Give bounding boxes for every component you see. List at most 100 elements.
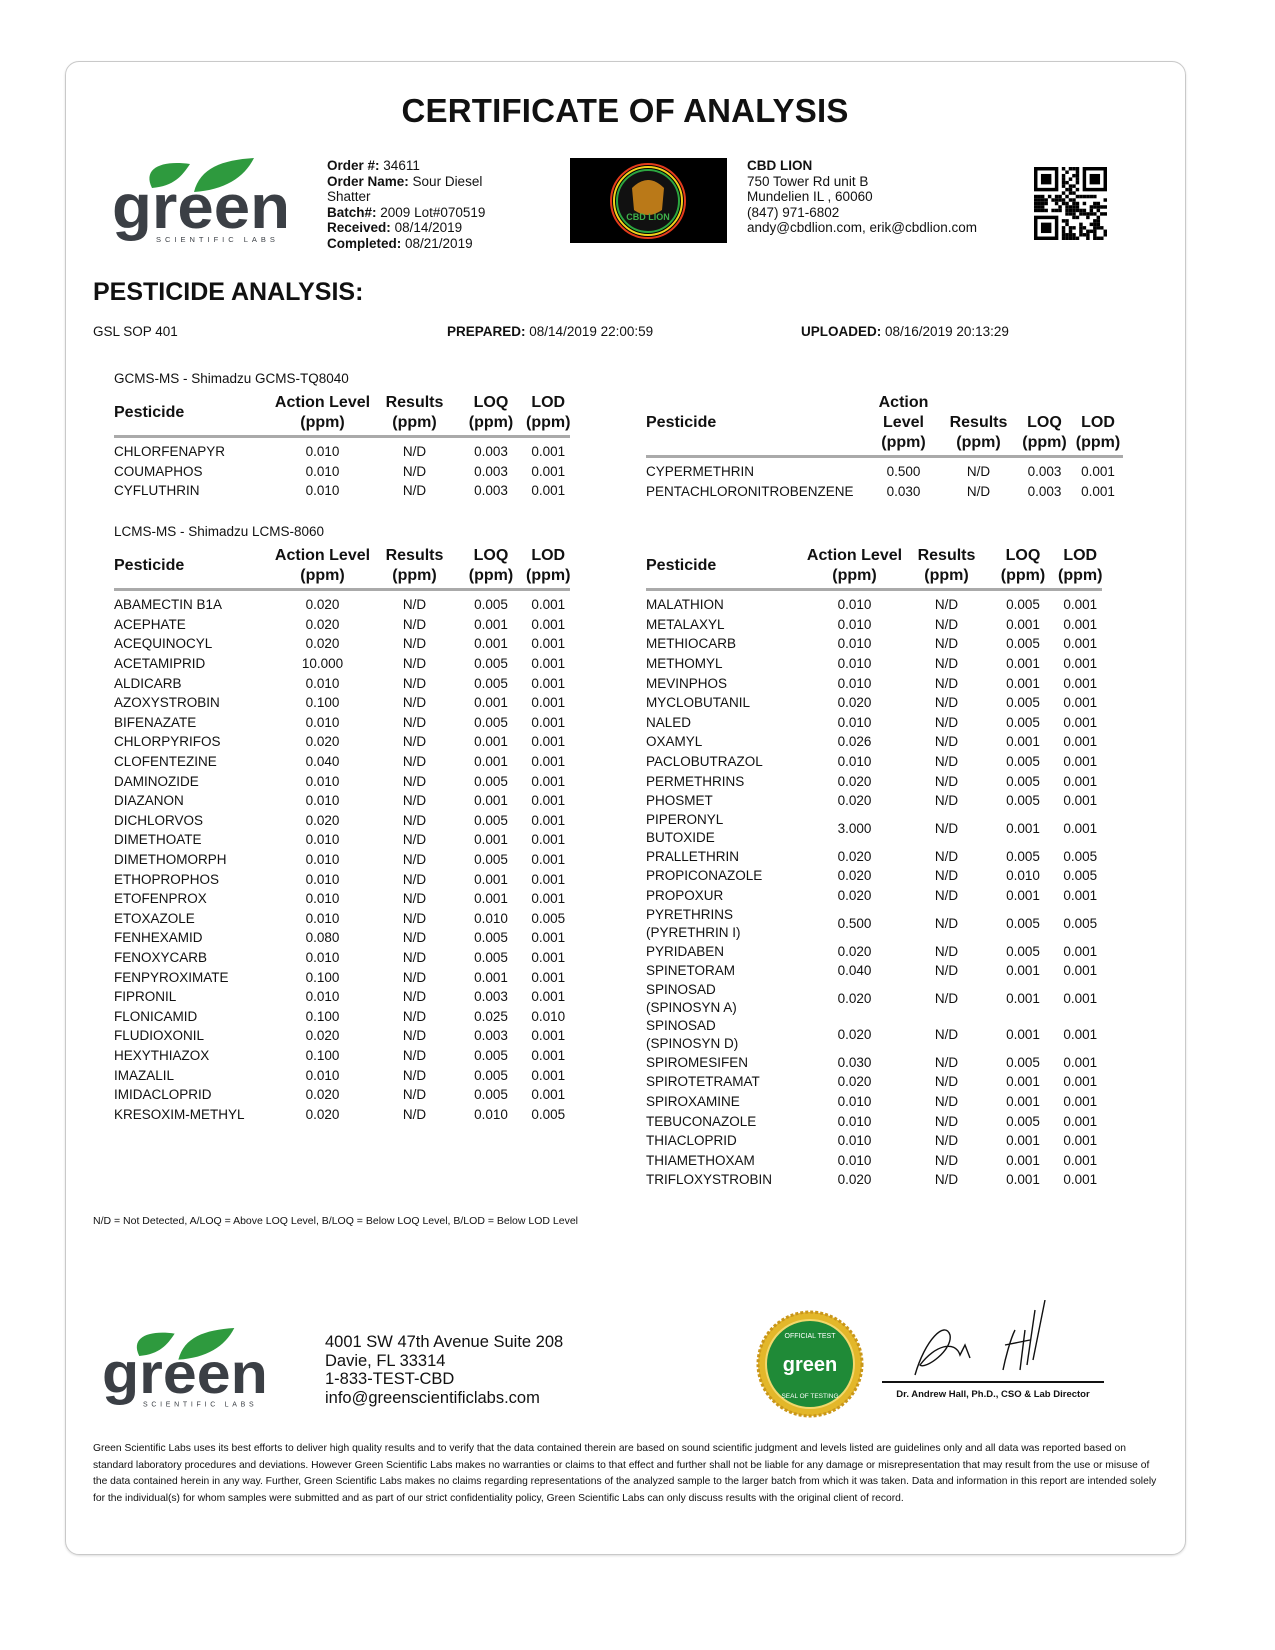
cell-pesticide: METHOMYL (646, 656, 723, 672)
column-header-loq: LOQ (ppm) (988, 546, 1058, 591)
column-header-loq: LOQ (ppm) (456, 546, 526, 591)
uploaded: UPLOADED: 08/16/2019 20:13:29 (801, 324, 1009, 339)
table-row: DIMETHOATE 0.010 N/D 0.001 0.001 (114, 831, 570, 851)
cell-loq: 0.010 (1006, 868, 1040, 884)
cell-lod: 0.001 (1063, 1113, 1098, 1129)
cell-pesticide: PROPICONAZOLE (646, 868, 763, 884)
lcms-table-right: Pesticide Action Level (ppm) Results (ppm) LO… (646, 546, 1103, 1190)
column-header-results: Results (ppm) (373, 393, 456, 438)
header-unit: (ppm) (881, 434, 926, 451)
cell-results: N/D (934, 848, 959, 864)
cell-pesticide: FENOXYCARB (114, 949, 208, 965)
cell-results: N/D (934, 675, 959, 691)
cell-action-level: 0.010 (837, 597, 872, 613)
cell-action-level: 0.010 (305, 989, 340, 1005)
lab-logo: green SCIENTIFIC LABS (112, 158, 302, 246)
cell-pesticide: AZOXYSTROBIN (114, 695, 220, 711)
cell-pesticide: MEVINPHOS (646, 675, 728, 691)
cell-lod: 0.001 (1063, 616, 1098, 632)
cell-results: N/D (402, 675, 427, 691)
cell-loq: 0.025 (474, 1008, 508, 1024)
header-label: Results (385, 394, 444, 411)
lion-icon (632, 180, 664, 215)
table-row: HEXYTHIAZOX 0.100 N/D 0.005 0.001 (114, 1046, 570, 1066)
cell-results: N/D (934, 1027, 959, 1042)
cell-action-level: 0.010 (837, 656, 872, 672)
header-label: LOD (1081, 414, 1115, 431)
leaf-icon: green SCIENTIFIC LABS (112, 158, 290, 244)
column-header-lod: LOD (ppm) (1073, 393, 1123, 458)
table-row: OXAMYL 0.026 N/D 0.001 0.001 (646, 733, 1102, 753)
cell-action-level: 0.010 (305, 444, 340, 460)
cell-action-level: 0.020 (837, 793, 872, 809)
column-header-action-level: Action Level (ppm) (272, 546, 373, 591)
cell-loq: 0.003 (1027, 483, 1062, 499)
cell-results: N/D (402, 871, 427, 887)
cell-action-level: 0.500 (886, 464, 921, 480)
column-header-results: Results (ppm) (373, 546, 456, 591)
cell-action-level: 0.020 (837, 773, 872, 789)
cell-action-level: 0.010 (305, 675, 340, 691)
cell-loq: 0.005 (1006, 695, 1040, 711)
cell-lod: 0.001 (1063, 675, 1098, 691)
cell-loq: 0.005 (1006, 754, 1040, 770)
cell-pesticide: DAMINOZIDE (114, 773, 199, 789)
cell-lod: 0.001 (531, 1067, 566, 1083)
cell-loq: 0.001 (474, 616, 508, 632)
column-header-pesticide: Pesticide (114, 546, 272, 591)
cell-loq: 0.005 (474, 597, 508, 613)
completed: 08/21/2019 (405, 235, 473, 251)
client-emails: andy@cbdlion.com, erik@cbdlion.com (747, 220, 978, 235)
cell-action-level: 0.030 (837, 1054, 872, 1070)
cell-action-level: 0.020 (837, 695, 872, 711)
cell-pesticide: PENTACHLORONITROBENZENE (646, 483, 854, 499)
cell-results: N/D (934, 636, 959, 652)
cell-pesticide: DIAZANON (114, 793, 184, 809)
cell-results: N/D (402, 656, 427, 672)
cell-results: N/D (934, 1074, 959, 1090)
cell-results: N/D (402, 832, 427, 848)
cell-pesticide: ACEPHATE (114, 616, 186, 632)
column-header-action-level: Action Level (ppm) (804, 546, 905, 591)
table-row: CYFLUTHRIN 0.010 N/D 0.003 0.001 (114, 482, 570, 502)
cell-pesticide: COUMAPHOS (114, 463, 203, 479)
cell-action-level: 0.020 (837, 1027, 872, 1042)
cell-results: N/D (402, 714, 427, 730)
table-row: PACLOBUTRAZOL 0.010 N/D 0.005 0.001 (646, 752, 1102, 772)
uploaded-label: UPLOADED: (801, 324, 882, 339)
cell-lod: 0.001 (531, 1087, 566, 1103)
cell-results: N/D (934, 963, 959, 979)
table-row: IMAZALIL 0.010 N/D 0.005 0.001 (114, 1066, 570, 1086)
cell-action-level: 0.010 (837, 675, 872, 691)
table-row: COUMAPHOS 0.010 N/D 0.003 0.001 (114, 462, 570, 482)
cell-lod: 0.001 (1063, 793, 1098, 809)
cell-lod: 0.001 (531, 949, 566, 965)
cell-results: N/D (934, 656, 959, 672)
cell-pesticide: CHLORFENAPYR (114, 444, 226, 460)
signature (914, 1300, 1046, 1376)
order-no: 34611 (383, 158, 420, 173)
cell-lod: 0.001 (1063, 1152, 1098, 1168)
cell-action-level: 0.100 (305, 695, 340, 711)
cell-loq: 0.005 (1006, 793, 1040, 809)
table-row: ACETAMIPRID 10.000 N/D 0.005 0.001 (114, 654, 570, 674)
cell-lod: 0.010 (531, 1008, 566, 1024)
cell-loq: 0.003 (1027, 464, 1062, 480)
column-header-pesticide: Pesticide (114, 393, 272, 438)
cell-pesticide: KRESOXIM-METHYL (114, 1106, 245, 1122)
cell-action-level: 0.010 (305, 714, 340, 730)
cell-pesticide: ACETAMIPRID (114, 656, 206, 672)
cell-results: N/D (402, 773, 427, 789)
cell-loq: 0.005 (1006, 636, 1040, 652)
table-header: Pesticide Action Level (ppm) Results (ppm) LO… (114, 393, 571, 438)
lcms-label: LCMS-MS - Shimadzu LCMS-8060 (114, 524, 325, 539)
cell-loq: 0.005 (474, 675, 508, 691)
table-row: CLOFENTEZINE 0.040 N/D 0.001 0.001 (114, 752, 570, 772)
order-name: Sour Diesel (412, 173, 483, 189)
uploaded-value: 08/16/2019 20:13:29 (885, 324, 1009, 339)
cell-pesticide: SPIROTETRAMAT (646, 1074, 760, 1090)
cell-action-level: 0.030 (886, 483, 921, 499)
cell-loq: 0.005 (474, 714, 508, 730)
header-unit: (ppm) (392, 567, 437, 584)
cell-lod: 0.001 (531, 597, 566, 613)
